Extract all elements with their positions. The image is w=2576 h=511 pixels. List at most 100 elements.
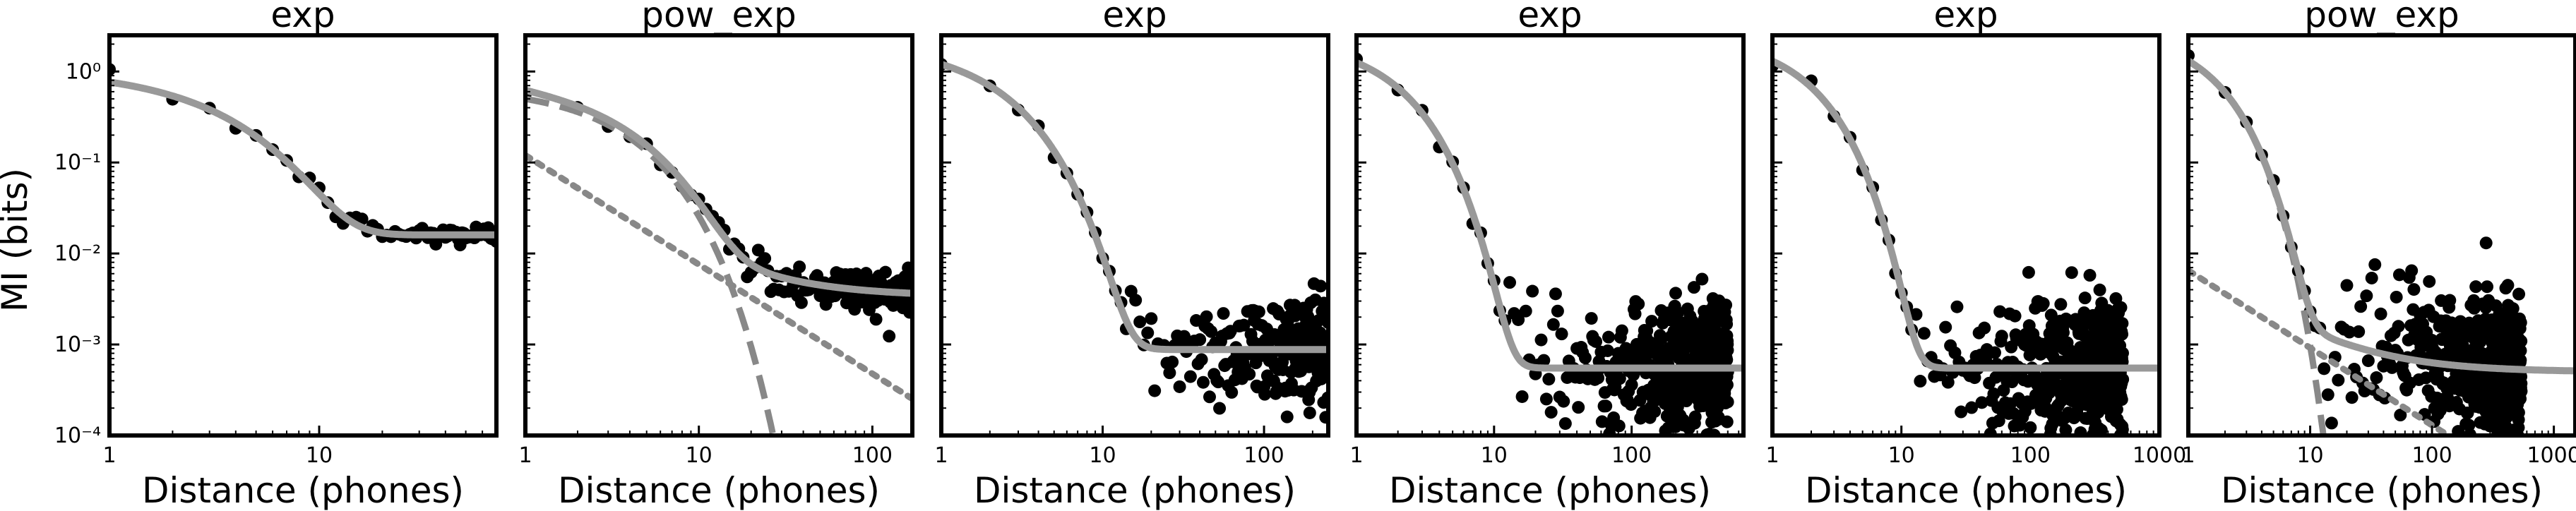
plot-area xyxy=(525,86,912,435)
data-point xyxy=(2352,325,2366,338)
data-point xyxy=(1252,305,1265,318)
chart-panel-3: 1 10 100 exp Distance (phones) xyxy=(934,0,1330,511)
chart-panel-2: 1 10 100 pow_exp Distance (phones) xyxy=(518,0,914,511)
data-point xyxy=(2407,283,2421,296)
data-point xyxy=(1200,310,1213,323)
data-point xyxy=(793,260,806,274)
data-point xyxy=(1987,387,2000,401)
data-point xyxy=(2374,307,2387,320)
data-point xyxy=(1612,419,1626,433)
data-point xyxy=(1688,410,1702,423)
data-point xyxy=(2354,300,2368,313)
data-point xyxy=(1655,332,1669,345)
data-point xyxy=(2116,373,2130,386)
x-axis-label: Distance (phones) xyxy=(2221,470,2543,511)
chart-panel-4: 1 10 100 exp Distance (phones) xyxy=(1349,0,1746,511)
data-point xyxy=(2345,391,2359,404)
panels: 10⁻⁴ 10⁻³ 10⁻² 10⁻¹ 10⁰ 1 10 exp Distance (phone… xyxy=(54,0,2576,511)
panel-title: exp xyxy=(270,0,335,35)
data-point xyxy=(2093,283,2106,296)
data-point xyxy=(1955,405,1968,419)
data-point xyxy=(1965,401,1979,414)
data-point xyxy=(758,252,772,265)
data-point xyxy=(2514,354,2527,367)
data-point xyxy=(869,313,883,326)
data-point xyxy=(1950,300,1964,313)
data-point xyxy=(2343,325,2356,339)
data-point xyxy=(2423,275,2436,288)
dotted-component-line xyxy=(525,152,912,402)
data-point xyxy=(2390,290,2403,303)
x-axis-label: Distance (phones) xyxy=(558,470,880,511)
x-tick-label: 1 xyxy=(2181,443,2195,468)
y-tick-label: 10⁻³ xyxy=(54,332,101,357)
data-point xyxy=(2116,317,2129,330)
data-point xyxy=(2037,297,2050,311)
data-point xyxy=(2325,416,2338,430)
data-point xyxy=(2056,326,2070,339)
data-point xyxy=(1720,318,1734,331)
fit-line xyxy=(1772,58,2159,372)
data-point xyxy=(1669,287,1683,300)
panel-title: exp xyxy=(1933,0,1998,35)
data-point xyxy=(2514,316,2527,330)
x-tick-label: 1 xyxy=(1349,443,1363,468)
data-point xyxy=(1205,325,1218,338)
x-tick-label: 10 xyxy=(306,443,333,468)
data-point xyxy=(1133,315,1147,329)
data-point xyxy=(2414,341,2428,354)
data-point xyxy=(883,330,896,343)
data-point xyxy=(1592,371,1605,385)
data-point xyxy=(1213,402,1227,415)
x-tick-label: 1 xyxy=(102,443,116,468)
data-point xyxy=(2392,268,2406,282)
data-point xyxy=(1720,378,1734,392)
data-point xyxy=(1526,284,1539,298)
data-point xyxy=(1303,406,1316,419)
data-point xyxy=(2332,373,2345,387)
data-point xyxy=(2078,291,2092,305)
data-point xyxy=(1628,307,1642,320)
data-point xyxy=(2321,388,2334,402)
data-point xyxy=(1314,279,1328,293)
data-point xyxy=(2501,279,2515,292)
data-point xyxy=(2340,279,2354,292)
data-point xyxy=(1539,392,1553,406)
x-tick-label: 1000 xyxy=(2527,443,2576,468)
data-point xyxy=(1671,306,1685,319)
data-point xyxy=(1225,385,1239,399)
axes-frame xyxy=(1354,33,1746,438)
data-point xyxy=(2385,361,2399,374)
axes-frame xyxy=(523,33,914,438)
data-point xyxy=(1555,327,1568,341)
data-point xyxy=(2462,419,2476,432)
data-point xyxy=(1917,327,1931,340)
data-point xyxy=(1721,395,1734,409)
data-point xyxy=(1163,366,1176,380)
data-point xyxy=(2022,265,2035,279)
data-point xyxy=(1914,375,1927,388)
data-point xyxy=(1258,387,1272,401)
data-point xyxy=(2083,269,2097,282)
data-point xyxy=(2110,403,2123,416)
axes-frame xyxy=(2186,33,2576,438)
data-point xyxy=(1515,390,1529,403)
data-point xyxy=(1909,308,1923,321)
data-point xyxy=(1645,315,1659,328)
fit-line xyxy=(109,78,496,239)
dashed-component-line xyxy=(2188,58,2327,435)
data-point xyxy=(1578,351,1592,365)
data-point xyxy=(2318,362,2331,375)
data-point xyxy=(1613,372,1626,385)
data-point xyxy=(2479,236,2493,250)
data-point xyxy=(1534,333,1548,347)
data-point xyxy=(1993,305,2007,318)
data-point xyxy=(878,265,892,279)
y-tick-label: 10⁻⁴ xyxy=(54,423,101,448)
dashed-component-line xyxy=(525,95,777,435)
data-point xyxy=(2074,426,2087,435)
x-axis-label: Distance (phones) xyxy=(1805,470,2127,511)
data-point xyxy=(1599,399,1613,413)
data-point xyxy=(1585,312,1598,325)
x-axis-label: Distance (phones) xyxy=(1389,470,1711,511)
